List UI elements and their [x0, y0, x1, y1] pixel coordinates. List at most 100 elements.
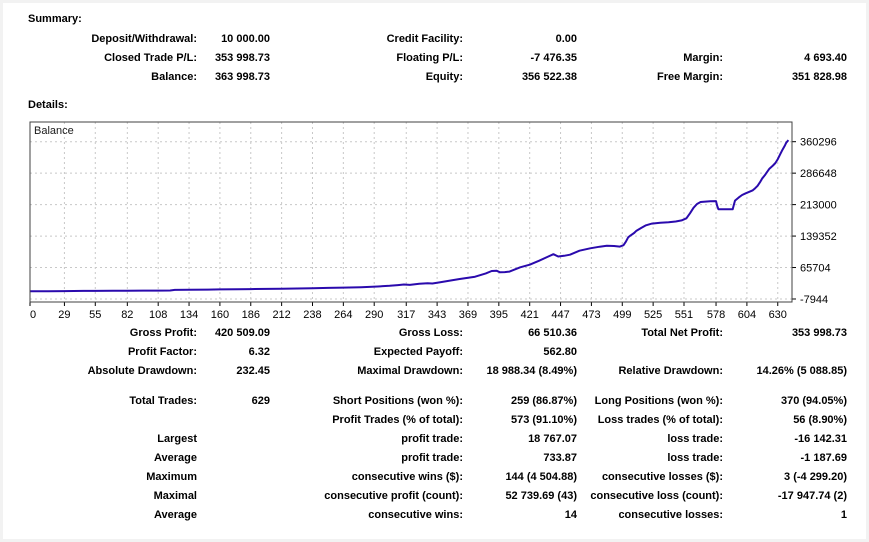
x-tick-label: 551: [675, 309, 693, 321]
stat-label: Absolute Drawdown:: [87, 365, 197, 377]
stat-label: Maximum: [146, 471, 197, 483]
stat-label: Profit Trades (% of total):: [332, 414, 463, 426]
stat-value: 573 (91.10%): [510, 414, 577, 426]
stat-value: 10 000.00: [221, 33, 270, 45]
balance-chart-svg: -7944 65704 139352 213000 286648 360296 0 29 55 8…: [29, 121, 837, 321]
y-tick-label: 65704: [800, 263, 831, 275]
stat-label: Total Net Profit:: [641, 327, 723, 339]
stat-label: Balance:: [151, 71, 197, 83]
stat-label: Expected Payoff:: [373, 346, 463, 358]
stat-label: Total Trades:: [129, 395, 197, 407]
stat-value: [197, 468, 270, 487]
stat-label: Credit Facility:: [386, 33, 463, 45]
stat-label: [577, 343, 723, 362]
stat-label: Short Positions (won %):: [332, 395, 463, 407]
stat-value: [197, 506, 270, 525]
stat-label: Maximal Drawdown:: [357, 365, 463, 377]
profit-stats-table: Gross Profit: 420 509.09 Gross Loss: 66 510…: [28, 324, 866, 381]
stat-label: [577, 30, 723, 49]
summary-heading: Summary:: [28, 13, 82, 25]
x-tick-label: 369: [459, 309, 477, 321]
stat-value: 52 739.69 (43): [505, 490, 577, 502]
stat-value: [197, 449, 270, 468]
stat-value: 232.45: [236, 365, 270, 377]
stat-label: Average: [153, 452, 197, 464]
stat-value: -17 947.74 (2): [777, 490, 847, 502]
stat-value: 18 767.07: [528, 433, 577, 445]
y-tick-label: -7944: [800, 294, 828, 306]
stat-label: [28, 411, 197, 430]
stat-value: 356 522.38: [521, 71, 577, 83]
summary-table: Deposit/Withdrawal: 10 000.00 Credit Facil…: [28, 30, 866, 87]
stat-value: [723, 30, 847, 49]
x-tick-label: 317: [397, 309, 415, 321]
stat-value: -1 187.69: [800, 452, 847, 464]
stat-label: Loss trades (% of total):: [597, 414, 723, 426]
x-tick-label: 264: [334, 309, 352, 321]
plot-area: [30, 122, 792, 302]
x-tick-label: 343: [428, 309, 446, 321]
stat-value: 363 998.73: [214, 71, 270, 83]
stat-label: Floating P/L:: [396, 52, 463, 64]
stat-value: 1: [840, 509, 847, 521]
x-tick-label: 186: [242, 309, 260, 321]
stat-label: loss trade:: [667, 433, 723, 445]
stat-label: consecutive losses ($):: [601, 471, 723, 483]
stat-value: 0.00: [555, 33, 577, 45]
stat-value: 66 510.36: [528, 327, 577, 339]
stat-value: 259 (86.87%): [510, 395, 577, 407]
x-tick-label: 212: [272, 309, 290, 321]
balance-chart: -7944 65704 139352 213000 286648 360296 0 29 55 8…: [29, 116, 866, 321]
stat-label: Profit Factor:: [127, 346, 197, 358]
stat-value: 420 509.09: [214, 327, 270, 339]
y-tick-label: 360296: [800, 137, 837, 149]
stat-label: Gross Profit:: [129, 327, 197, 339]
stat-value: 351 828.98: [791, 71, 847, 83]
balance-line: [29, 139, 790, 293]
x-tick-label: 421: [521, 309, 539, 321]
stat-label: Free Margin:: [656, 71, 723, 83]
chart-legend-balance: Balance: [34, 125, 74, 137]
stat-value: 629: [251, 395, 270, 407]
x-tick-label: 29: [58, 309, 70, 321]
stat-value: 6.32: [248, 346, 270, 358]
stat-label: Long Positions (won %):: [594, 395, 723, 407]
x-tick-label: 604: [738, 309, 756, 321]
y-tick-label: 139352: [800, 231, 837, 243]
stat-label: Relative Drawdown:: [618, 365, 723, 377]
stat-value: 144 (4 504.88): [505, 471, 577, 483]
y-tick-label: 213000: [800, 200, 837, 212]
x-tick-label: 55: [89, 309, 101, 321]
stat-label: consecutive profit (count):: [324, 490, 463, 502]
stat-label: consecutive loss (count):: [590, 490, 723, 502]
stat-label: Largest: [157, 433, 197, 445]
trade-stats-table: Total Trades: 629 Short Positions (won %):…: [28, 392, 866, 525]
stat-value: -16 142.31: [794, 433, 847, 445]
stat-value: 353 998.73: [214, 52, 270, 64]
stat-label: Deposit/Withdrawal:: [91, 33, 197, 45]
y-tick-label: 286648: [800, 168, 837, 180]
x-tick-label: 290: [365, 309, 383, 321]
stat-label: Closed Trade P/L:: [104, 52, 197, 64]
x-tick-label: 630: [769, 309, 787, 321]
stat-label: consecutive wins:: [368, 509, 463, 521]
x-tick-label: 108: [149, 309, 167, 321]
x-tick-label: 0: [30, 309, 36, 321]
x-tick-label: 238: [303, 309, 321, 321]
stat-label: consecutive wins ($):: [351, 471, 463, 483]
stat-value: -7 476.35: [530, 52, 577, 64]
x-tick-label: 499: [613, 309, 631, 321]
stat-value: 4 693.40: [804, 52, 847, 64]
x-tick-label: 473: [582, 309, 600, 321]
stat-label: profit trade:: [401, 452, 463, 464]
stat-value: 56 (8.90%): [793, 414, 847, 426]
x-tick-label: 525: [644, 309, 662, 321]
stat-label: Margin:: [683, 52, 723, 64]
stat-label: Equity:: [425, 71, 463, 83]
stat-value: 3 (-4 299.20): [784, 471, 847, 483]
stat-value: [197, 430, 270, 449]
stat-label: Average: [153, 509, 197, 521]
stat-label: profit trade:: [401, 433, 463, 445]
stat-value: [197, 487, 270, 506]
